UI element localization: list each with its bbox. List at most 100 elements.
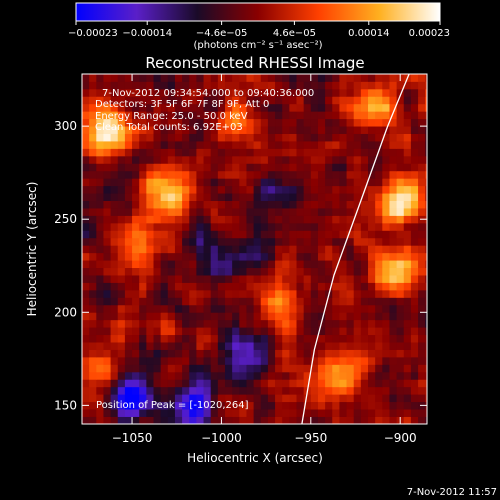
heatmap-cell: [103, 208, 111, 216]
heatmap-cell: [346, 327, 355, 336]
heatmap-cell: [346, 208, 355, 216]
heatmap-cell: [282, 200, 290, 209]
heatmap-cell: [182, 312, 190, 321]
heatmap-cell: [303, 245, 312, 254]
heatmap-cell: [117, 312, 126, 321]
heatmap-cell: [146, 237, 154, 246]
heatmap-cell: [382, 386, 390, 395]
heatmap-cell: [153, 222, 162, 231]
heatmap-cell: [196, 245, 204, 254]
heatmap-cell: [267, 312, 276, 321]
heatmap-cell: [217, 409, 226, 417]
heatmap-cell: [360, 193, 369, 201]
heatmap-cell: [96, 304, 104, 313]
heatmap-cell: [246, 394, 255, 403]
heatmap-cell: [225, 334, 233, 343]
heatmap-cell: [282, 275, 290, 283]
heatmap-cell: [167, 416, 176, 424]
heatmap-cell: [267, 96, 276, 105]
heatmap-cell: [196, 185, 204, 194]
heatmap-cell: [124, 178, 133, 187]
heatmap-cell: [174, 185, 183, 194]
heatmap-cell: [89, 237, 97, 246]
heatmap-cell: [418, 222, 426, 231]
heatmap-cell: [246, 222, 255, 231]
heatmap-cell: [253, 230, 262, 239]
heatmap-cell: [267, 282, 276, 291]
heatmap-cell: [310, 267, 319, 276]
heatmap-cell: [368, 141, 376, 149]
heatmap-cell: [196, 141, 204, 149]
heatmap-cell: [289, 275, 297, 283]
heatmap-cell: [389, 111, 398, 120]
heatmap-cell: [146, 401, 154, 410]
heatmap-cell: [360, 312, 369, 321]
heatmap-cell: [317, 409, 326, 417]
heatmap-cell: [260, 260, 269, 269]
heatmap-cell: [425, 297, 427, 306]
heatmap-cell: [110, 394, 119, 403]
heatmap-cell: [225, 371, 233, 380]
heatmap-cell: [182, 96, 190, 105]
heatmap-cell: [217, 401, 226, 410]
heatmap-cell: [303, 193, 312, 201]
heatmap-cell: [360, 386, 369, 395]
heatmap-cell: [246, 282, 255, 291]
heatmap-cell: [182, 155, 190, 164]
heatmap-cell: [146, 394, 154, 403]
heatmap-cell: [132, 245, 140, 254]
heatmap-cell: [410, 178, 419, 187]
heatmap-cell: [96, 319, 104, 328]
heatmap-cell: [382, 304, 390, 313]
heatmap-cell: [346, 96, 355, 105]
heatmap-cell: [325, 118, 333, 127]
heatmap-cell: [253, 200, 262, 209]
heatmap-cell: [96, 111, 104, 120]
heatmap-cell: [117, 74, 126, 82]
heatmap-cell: [282, 103, 290, 112]
heatmap-cell: [418, 282, 426, 291]
heatmap-cell: [260, 349, 269, 358]
heatmap-cell: [310, 401, 319, 410]
heatmap-cell: [389, 185, 398, 194]
heatmap-cell: [296, 185, 305, 194]
heatmap-cell: [89, 155, 97, 164]
heatmap-cell: [160, 297, 169, 306]
heatmap-cell: [260, 342, 269, 350]
heatmap-cell: [353, 386, 362, 395]
heatmap-cell: [382, 170, 390, 179]
heatmap-cell: [210, 275, 219, 283]
heatmap-cell: [232, 260, 240, 269]
heatmap-cell: [375, 364, 383, 373]
heatmap-cell: [153, 342, 162, 350]
heatmap-cell: [253, 386, 262, 395]
heatmap-cell: [189, 208, 197, 216]
heatmap-cell: [389, 319, 398, 328]
heatmap-cell: [239, 319, 247, 328]
heatmap-cell: [396, 342, 405, 350]
heatmap-cell: [253, 185, 262, 194]
heatmap-cell: [132, 200, 140, 209]
heatmap-cell: [153, 401, 162, 410]
heatmap-cell: [253, 282, 262, 291]
heatmap-cell: [375, 208, 383, 216]
heatmap-cell: [325, 394, 333, 403]
heatmap-cell: [174, 193, 183, 201]
heatmap-cell: [139, 394, 147, 403]
heatmap-cell: [332, 282, 340, 291]
heatmap-cell: [89, 409, 97, 417]
heatmap-cell: [239, 304, 247, 313]
heatmap-cell: [332, 96, 340, 105]
heatmap-cell: [296, 275, 305, 283]
heatmap-cell: [139, 230, 147, 239]
heatmap-cell: [396, 319, 405, 328]
heatmap-cell: [110, 230, 119, 239]
heatmap-cell: [296, 88, 305, 97]
heatmap-cell: [167, 312, 176, 321]
heatmap-cell: [160, 401, 169, 410]
heatmap-cell: [275, 327, 283, 336]
heatmap-cell: [189, 342, 197, 350]
heatmap-cell: [239, 282, 247, 291]
heatmap-cell: [382, 74, 390, 82]
heatmap-cell: [82, 364, 90, 373]
